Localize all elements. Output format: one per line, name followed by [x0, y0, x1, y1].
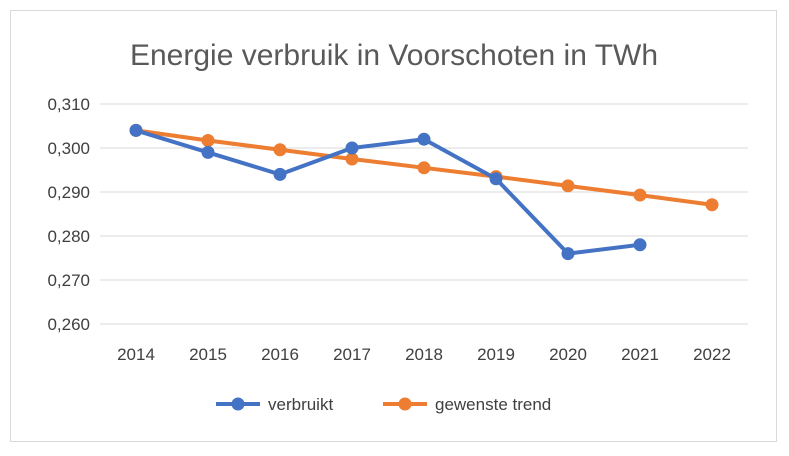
x-tick-label: 2022 — [693, 345, 731, 364]
legend-marker — [398, 397, 412, 411]
series-layer — [129, 123, 719, 261]
y-tick-label: 0,300 — [47, 139, 90, 158]
data-point — [201, 134, 215, 148]
data-point — [273, 143, 287, 157]
y-tick-label: 0,280 — [47, 227, 90, 246]
series-verbruikt — [129, 123, 647, 261]
x-tick-label: 2021 — [621, 345, 659, 364]
x-axis-ticks: 2014 2015 2016 2017 2018 2019 2020 2021 2022 — [117, 345, 731, 364]
legend: verbruikt gewenste trend — [216, 395, 551, 414]
x-tick-label: 2019 — [477, 345, 515, 364]
y-tick-label: 0,310 — [47, 95, 90, 114]
legend-label: verbruikt — [268, 395, 333, 414]
x-tick-label: 2020 — [549, 345, 587, 364]
y-axis-ticks: 0,260 0,270 0,280 0,290 0,300 0,310 — [47, 95, 90, 334]
chart-title: Energie verbruik in Voorschoten in TWh — [130, 39, 658, 72]
x-tick-label: 2018 — [405, 345, 443, 364]
chart-frame — [10, 10, 777, 442]
data-point — [129, 123, 143, 137]
data-point — [417, 132, 431, 146]
series-line — [134, 128, 642, 256]
legend-item: gewenste trend — [383, 395, 551, 414]
data-point — [705, 198, 719, 212]
data-point — [417, 161, 431, 175]
data-point — [489, 172, 503, 186]
data-point — [345, 141, 359, 155]
data-point — [273, 167, 287, 181]
x-tick-label: 2017 — [333, 345, 371, 364]
legend-label: gewenste trend — [435, 395, 551, 414]
y-tick-label: 0,260 — [47, 315, 90, 334]
data-point — [345, 152, 359, 166]
x-tick-label: 2015 — [189, 345, 227, 364]
x-tick-label: 2014 — [117, 345, 155, 364]
data-point — [633, 188, 647, 202]
data-point — [201, 145, 215, 159]
data-point — [561, 247, 575, 261]
y-tick-label: 0,290 — [47, 183, 90, 202]
x-tick-label: 2016 — [261, 345, 299, 364]
legend-marker — [231, 397, 245, 411]
data-point — [633, 238, 647, 252]
legend-item: verbruikt — [216, 395, 333, 414]
data-point — [561, 179, 575, 193]
y-tick-label: 0,270 — [47, 271, 90, 290]
